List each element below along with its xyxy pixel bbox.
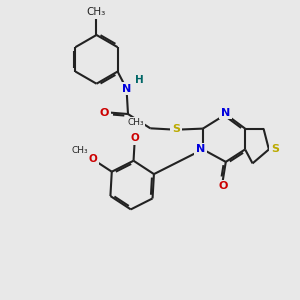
Text: CH₃: CH₃ <box>128 118 144 127</box>
Text: H: H <box>135 75 143 85</box>
Text: S: S <box>271 144 279 154</box>
Text: N: N <box>122 84 131 94</box>
Text: CH₃: CH₃ <box>87 7 106 17</box>
Text: O: O <box>130 133 139 143</box>
Text: CH₃: CH₃ <box>71 146 88 155</box>
Text: S: S <box>172 124 180 134</box>
Text: O: O <box>100 108 109 118</box>
Text: N: N <box>221 108 230 118</box>
Text: N: N <box>196 144 205 154</box>
Text: O: O <box>88 154 97 164</box>
Text: O: O <box>218 181 227 191</box>
